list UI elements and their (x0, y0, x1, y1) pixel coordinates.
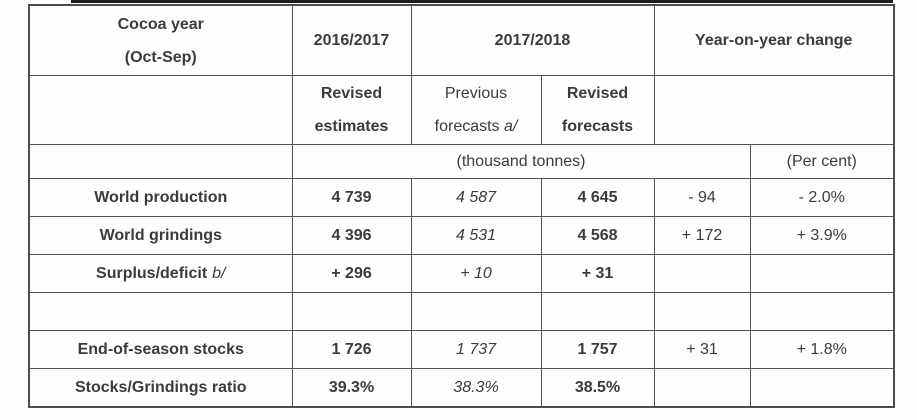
header-previous-forecasts-line2: forecasts a/ (412, 110, 540, 143)
row-label-text: World grindings (99, 226, 222, 244)
header-cocoa-year-line2: (Oct-Sep) (124, 48, 197, 66)
row-label-text: Stocks/Grindings ratio (74, 378, 247, 396)
cell-previous-forecasts (410, 292, 542, 331)
header-revised-forecasts: Revised forecasts (540, 75, 655, 145)
row-label: Surplus/deficit b/ (28, 254, 293, 293)
cell-previous-forecasts: 4 531 (410, 216, 542, 255)
footnote-marker-b: b/ (212, 264, 226, 282)
row-label: Stocks/Grindings ratio (28, 368, 293, 408)
cell-revised-estimates: 4 396 (291, 216, 412, 255)
row-world-grindings: World grindings 4 396 4 531 4 568 + 172 … (28, 216, 895, 255)
row-spacer (28, 292, 895, 331)
cell-yoy-change (653, 292, 751, 331)
header-year-on-year-change: Year-on-year change (653, 4, 895, 76)
cell-yoy-change: + 31 (653, 330, 751, 369)
top-rule-divider (71, 0, 893, 3)
cell-revised-forecasts (540, 292, 655, 331)
header-revised-forecasts-line2: forecasts (561, 118, 634, 135)
row-surplus-deficit: Surplus/deficit b/ + 296 + 10 + 31 (28, 254, 895, 293)
row-label-text: World production (94, 188, 228, 206)
header-revised-estimates-line2: estimates (314, 118, 389, 135)
row-label-text: Surplus/deficit (96, 264, 208, 282)
cell-revised-forecasts: 4 645 (540, 178, 655, 217)
cell-previous-forecasts: + 10 (410, 254, 542, 293)
header-2017-2018: 2017/2018 (410, 4, 655, 76)
cell-revised-forecasts: 38.5% (540, 368, 655, 408)
cocoa-statistics-table: Cocoa year (Oct-Sep) 2016/2017 2017/2018… (28, 4, 895, 408)
cell-previous-forecasts: 38.3% (410, 368, 542, 408)
row-world-production: World production 4 739 4 587 4 645 - 94 … (28, 178, 895, 217)
row-label: World grindings (28, 216, 293, 255)
cell-revised-estimates: 4 739 (291, 178, 412, 217)
units-per-cent: (Per cent) (749, 144, 895, 179)
units-empty-label-cell (28, 144, 293, 179)
header-previous-forecasts: Previous forecasts a/ (410, 75, 542, 145)
header-empty-yoy-cell (653, 75, 895, 145)
cell-yoy-change-pct (749, 368, 895, 408)
row-label (28, 292, 293, 331)
header-row-forecast-types: Revised estimates Previous forecasts a/ … (28, 75, 895, 145)
header-row-years: Cocoa year (Oct-Sep) 2016/2017 2017/2018… (28, 4, 895, 76)
cell-previous-forecasts: 4 587 (410, 178, 542, 217)
row-label-text: End-of-season stocks (77, 340, 244, 358)
cell-yoy-change (653, 368, 751, 408)
cell-yoy-change: + 172 (653, 216, 751, 255)
cell-previous-forecasts: 1 737 (410, 330, 542, 369)
header-previous-forecasts-line1: Previous (444, 85, 508, 102)
cell-yoy-change-pct: - 2.0% (749, 178, 895, 217)
units-row: (thousand tonnes) (Per cent) (28, 144, 895, 179)
cell-revised-estimates (291, 292, 412, 331)
header-2016-2017: 2016/2017 (291, 4, 412, 76)
cell-yoy-change (653, 254, 751, 293)
row-label: World production (28, 178, 293, 217)
row-label: End-of-season stocks (28, 330, 293, 369)
cell-revised-estimates: 39.3% (291, 368, 412, 408)
row-end-of-season-stocks: End-of-season stocks 1 726 1 737 1 757 +… (28, 330, 895, 369)
cell-yoy-change-pct: + 3.9% (749, 216, 895, 255)
header-empty-label-cell (28, 75, 293, 145)
header-revised-estimates: Revised estimates (291, 75, 412, 145)
cell-yoy-change: - 94 (653, 178, 751, 217)
header-cocoa-year-line1: Cocoa year (117, 15, 204, 33)
header-revised-forecasts-line1: Revised (566, 85, 629, 102)
cell-yoy-change-pct: + 1.8% (749, 330, 895, 369)
units-thousand-tonnes: (thousand tonnes) (291, 144, 751, 179)
footnote-marker-a: a/ (504, 118, 518, 135)
header-cocoa-year: Cocoa year (Oct-Sep) (28, 4, 293, 76)
cell-revised-estimates: + 296 (291, 254, 412, 293)
cell-revised-forecasts: + 31 (540, 254, 655, 293)
header-revised-estimates-line1: Revised (320, 85, 383, 102)
cell-revised-forecasts: 1 757 (540, 330, 655, 369)
row-stocks-grindings-ratio: Stocks/Grindings ratio 39.3% 38.3% 38.5% (28, 368, 895, 408)
cell-revised-estimates: 1 726 (291, 330, 412, 369)
header-previous-forecasts-word: forecasts (434, 118, 500, 135)
cell-yoy-change-pct (749, 254, 895, 293)
cell-yoy-change-pct (749, 292, 895, 331)
cell-revised-forecasts: 4 568 (540, 216, 655, 255)
